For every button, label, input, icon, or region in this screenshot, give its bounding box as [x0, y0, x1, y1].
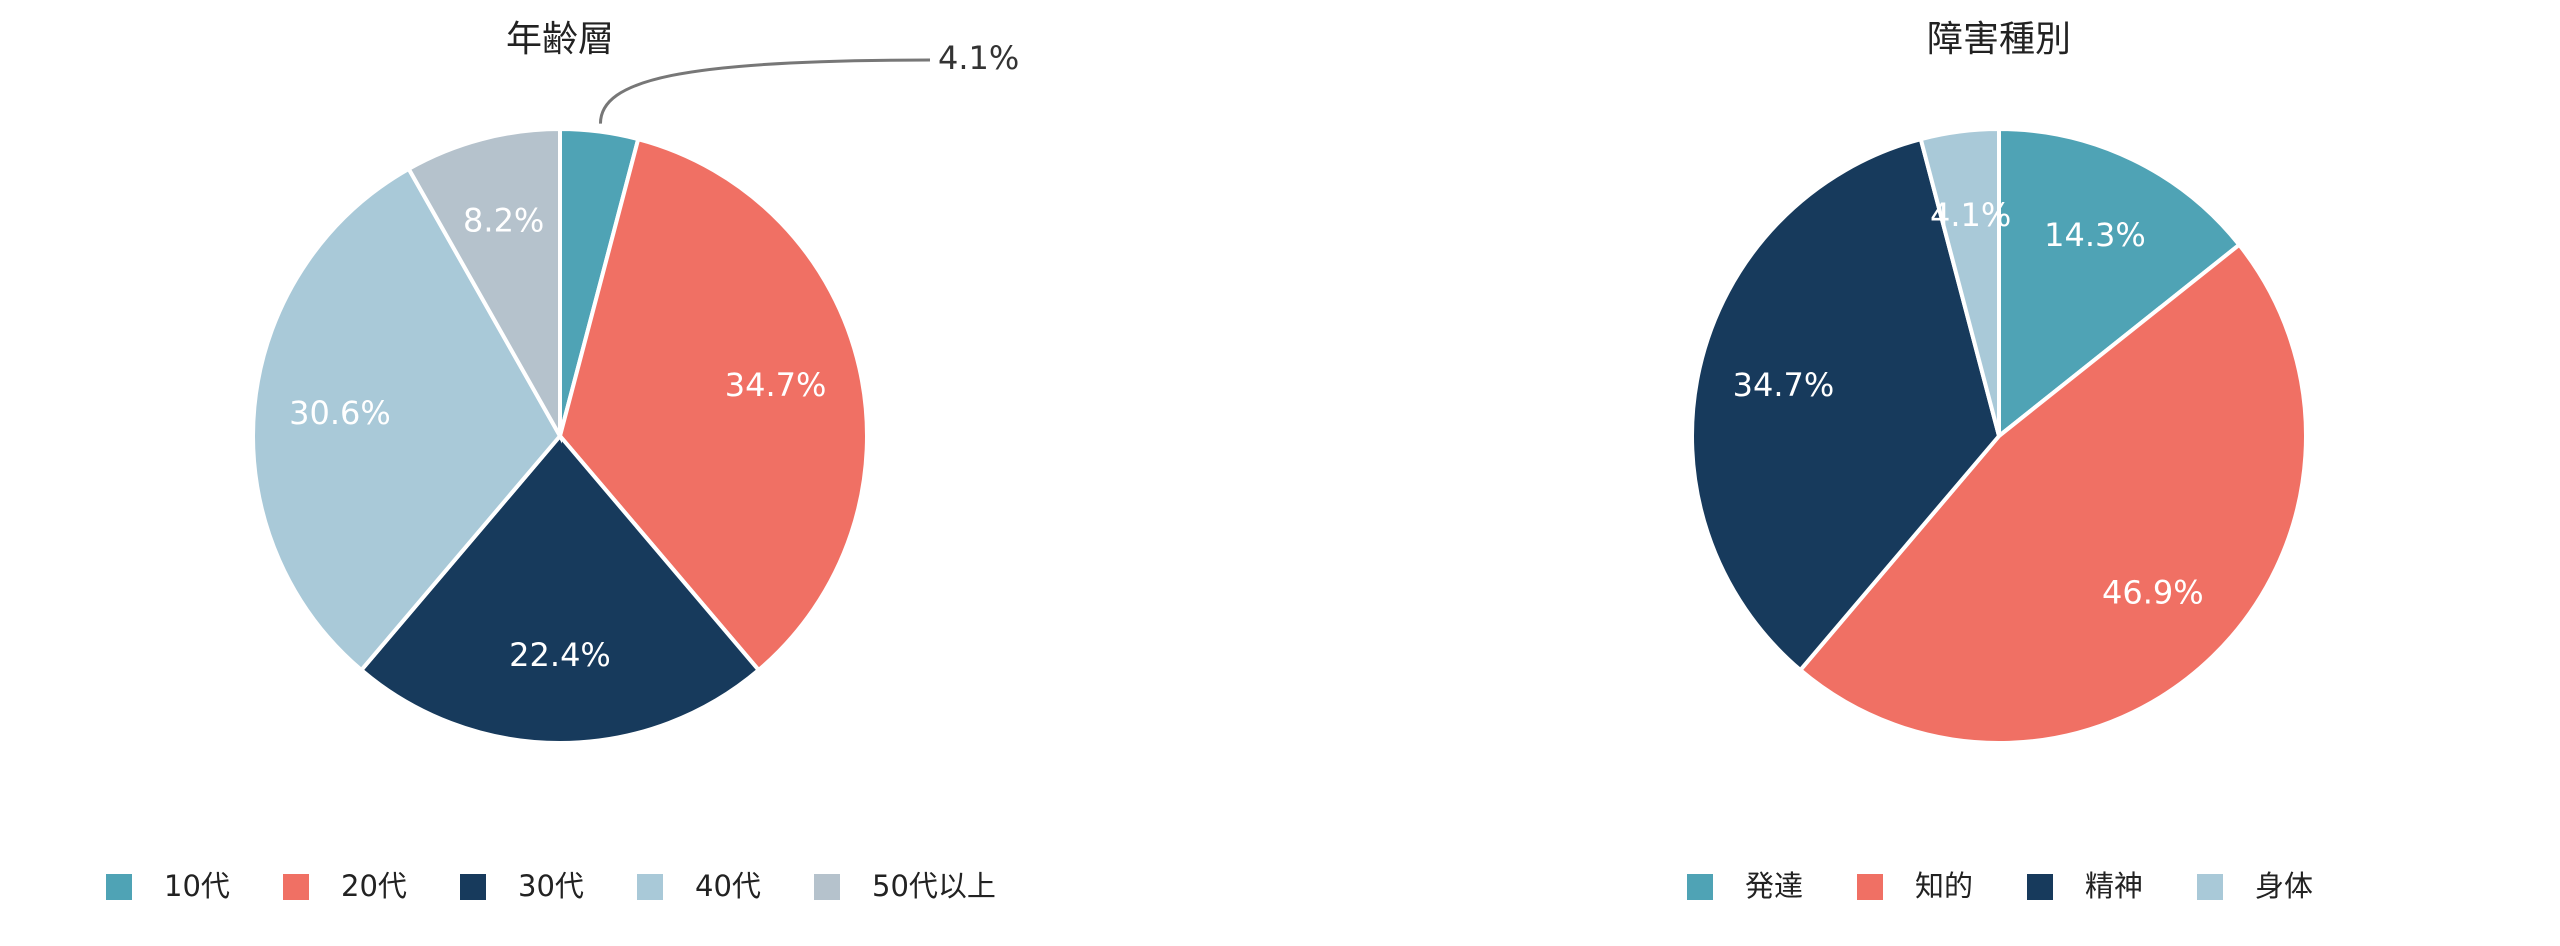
value-label: 46.9%	[2102, 574, 2204, 612]
pie-slice	[1997, 126, 2243, 441]
pie-slice	[1797, 241, 2308, 745]
legend-marker	[2027, 874, 2053, 900]
value-label: 34.7%	[1733, 366, 1835, 404]
legend-label: 50代以上	[872, 869, 996, 903]
pie-slice	[406, 126, 562, 444]
value-label: 4.1%	[938, 39, 1019, 77]
pie-slice	[1918, 126, 2001, 437]
legend-label: 精神	[2085, 869, 2143, 903]
value-label: 14.3%	[2044, 216, 2146, 254]
leader-line	[598, 58, 931, 124]
legend-label: 身体	[2255, 869, 2313, 903]
pie-slice	[1690, 136, 2002, 673]
legend-label: 40代	[695, 869, 761, 903]
legend-label: 発達	[1745, 869, 1803, 903]
chart-title: 障害種別	[1927, 19, 2071, 60]
legend-label: 10代	[164, 869, 230, 903]
value-label: 34.7%	[725, 366, 827, 404]
legend-marker	[1857, 874, 1883, 900]
legend-marker	[283, 874, 309, 900]
legend-marker	[1687, 874, 1713, 900]
value-label: 4.1%	[1930, 196, 2011, 234]
legend-label: 30代	[518, 869, 584, 903]
chart-title: 年齢層	[506, 19, 614, 60]
legend-marker	[2197, 874, 2223, 900]
legend-marker	[814, 874, 840, 900]
value-label: 8.2%	[463, 201, 544, 239]
pie-slice	[358, 432, 762, 745]
pie-slice	[251, 166, 563, 673]
value-label: 30.6%	[289, 394, 391, 432]
value-label: 22.4%	[509, 636, 611, 674]
legend-label: 20代	[341, 869, 407, 903]
legend-marker	[460, 874, 486, 900]
pie-slice	[557, 136, 869, 673]
legend-marker	[106, 874, 132, 900]
legend-label: 知的	[1915, 869, 1973, 903]
legend-marker	[637, 874, 663, 900]
